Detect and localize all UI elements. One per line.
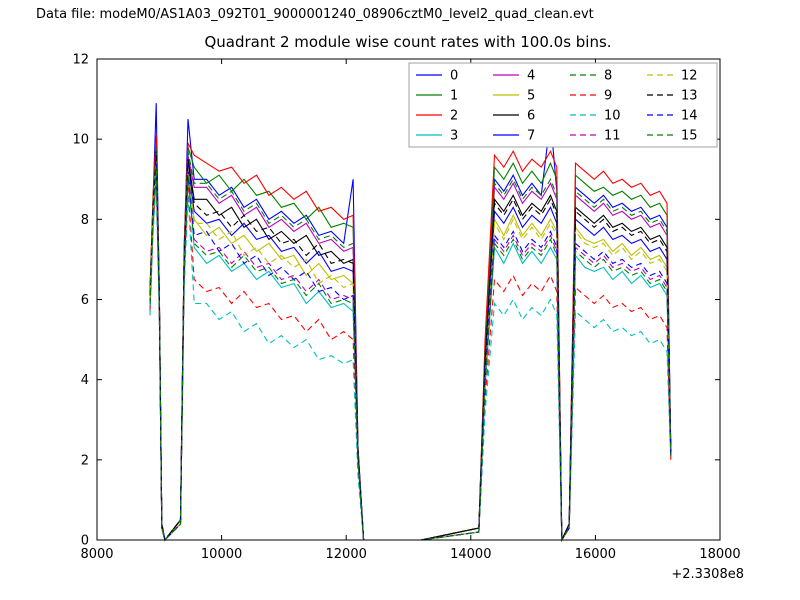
legend-entry-label: 13 — [681, 89, 698, 104]
legend-entry-label: 6 — [527, 109, 535, 124]
x-tick-label: 18000 — [699, 547, 740, 562]
series-line-8 — [149, 147, 672, 542]
legend-entry-label: 5 — [527, 89, 535, 104]
legend-entry-label: 4 — [527, 69, 535, 84]
x-tick-label: 10000 — [201, 547, 242, 562]
series-line-2 — [149, 135, 672, 542]
x-tick-label: 12000 — [326, 547, 367, 562]
legend-entry-label: 3 — [450, 129, 458, 144]
legend-box — [408, 62, 718, 148]
series-line-10 — [149, 183, 672, 542]
chart-title: Quadrant 2 module wise count rates with … — [204, 33, 611, 51]
legend-entry-label: 2 — [450, 109, 458, 124]
y-tick-label: 12 — [72, 53, 89, 68]
y-tick-label: 0 — [81, 534, 89, 549]
y-tick-label: 10 — [72, 133, 89, 148]
series-line-5 — [149, 159, 672, 542]
series-line-11 — [149, 163, 672, 542]
legend-entry-label: 7 — [527, 129, 535, 144]
legend-entry-label: 0 — [450, 69, 458, 84]
x-tick-label: 8000 — [80, 547, 113, 562]
series-line-7 — [149, 155, 672, 542]
legend-entry-label: 8 — [604, 69, 612, 84]
x-axis-offset-label: +2.3308e8 — [671, 567, 744, 582]
series-line-13 — [149, 155, 672, 542]
legend-entry-label: 10 — [604, 109, 621, 124]
legend-entry-label: 11 — [604, 129, 621, 144]
series-line-9 — [149, 175, 672, 542]
legend-entry-label: 15 — [681, 129, 698, 144]
y-tick-label: 4 — [81, 373, 89, 388]
series-line-14 — [149, 163, 672, 542]
x-tick-label: 14000 — [450, 547, 491, 562]
y-tick-label: 6 — [81, 293, 89, 308]
data-file-label: Data file: modeM0/AS1A03_092T01_90000012… — [36, 7, 594, 22]
x-tick-label: 16000 — [575, 547, 616, 562]
legend-entry-label: 12 — [681, 69, 698, 84]
series-line-12 — [149, 159, 672, 542]
legend-entry-label: 14 — [681, 109, 698, 124]
legend-entry-label: 9 — [604, 89, 612, 104]
legend-entry-label: 1 — [450, 89, 458, 104]
y-tick-label: 8 — [81, 213, 89, 228]
y-tick-label: 2 — [81, 453, 89, 468]
plot-area — [149, 103, 672, 542]
